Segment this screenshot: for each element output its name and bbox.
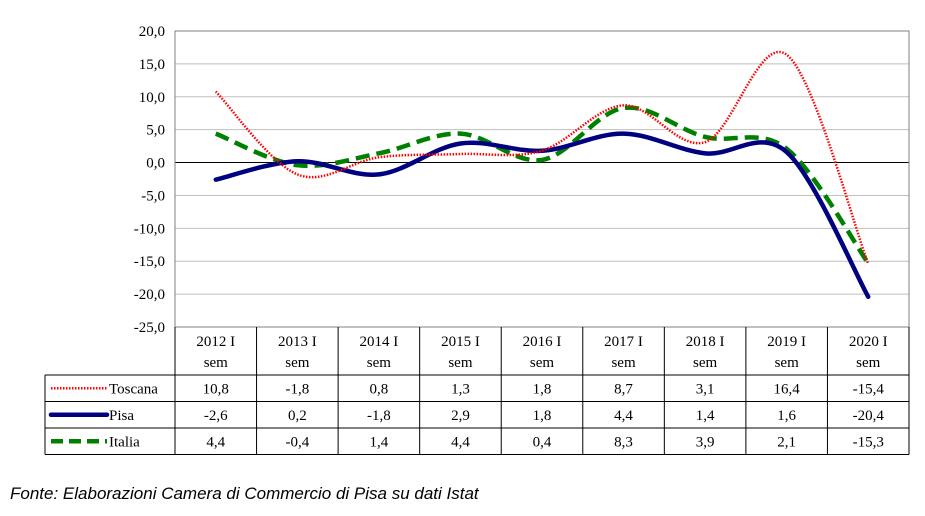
data-label: 0,4: [533, 434, 552, 450]
y-tick-label: -5,0: [141, 188, 165, 204]
x-category-label: sem: [448, 355, 472, 371]
y-tick-label: -10,0: [134, 221, 165, 237]
data-table: 2012 I sem 2013 I sem 2014 I sem 2015 I sem 2016…: [44, 327, 910, 455]
line-chart: 20,0 15,0 10,0 5,0 0,0 -5,0 -10,0 -15,0 -20,0 -25…: [44, 24, 910, 455]
data-label: 10,8: [203, 381, 229, 397]
data-label: -20,4: [853, 408, 885, 424]
y-tick-label: 0,0: [146, 156, 165, 172]
x-category-label: 2016 I: [523, 334, 562, 350]
data-label: -15,3: [853, 434, 884, 450]
data-label: -1,8: [285, 381, 309, 397]
x-category-label: 2018 I: [686, 334, 725, 350]
data-label: 16,4: [774, 381, 801, 397]
x-category-label: sem: [530, 355, 554, 371]
y-tick-label: 5,0: [146, 123, 165, 139]
y-tick-label: 15,0: [139, 57, 165, 73]
x-category-label: sem: [204, 355, 228, 371]
x-category-label: 2014 I: [360, 334, 399, 350]
data-label: -15,4: [853, 381, 885, 397]
data-label: 0,2: [288, 408, 307, 424]
data-label: -0,4: [285, 434, 309, 450]
series-line-toscana: [214, 50, 870, 265]
x-category-label: 2020 I: [849, 334, 888, 350]
legend-label: Italia: [109, 434, 140, 450]
y-tick-label: -20,0: [134, 287, 165, 303]
data-label: 4,4: [614, 408, 633, 424]
legend-label: Pisa: [109, 408, 134, 424]
data-label: 3,9: [696, 434, 715, 450]
y-tick-label: -15,0: [134, 254, 165, 270]
series-line-pisa: [213, 131, 871, 299]
x-category-label: 2012 I: [196, 334, 235, 350]
data-label: 1,3: [451, 381, 470, 397]
data-label: 2,9: [451, 408, 470, 424]
data-label: 0,8: [370, 381, 389, 397]
data-label: 1,4: [696, 408, 715, 424]
y-tick-label: 10,0: [139, 90, 165, 106]
data-label: 1,6: [777, 408, 796, 424]
x-category-label: sem: [367, 355, 391, 371]
x-category-label: 2019 I: [767, 334, 806, 350]
x-category-label: sem: [775, 355, 799, 371]
data-label: -1,8: [367, 408, 391, 424]
series-lines: [213, 50, 871, 299]
grid-lines: [174, 30, 910, 328]
data-label: 1,4: [370, 434, 389, 450]
data-label: 1,8: [533, 381, 552, 397]
x-category-label: 2013 I: [278, 334, 317, 350]
y-tick-label: -25,0: [134, 320, 165, 336]
plot-area-border: [174, 30, 910, 328]
data-label: 8,3: [614, 434, 633, 450]
x-category-label: sem: [856, 355, 880, 371]
data-label: 2,1: [777, 434, 796, 450]
x-category-label: 2015 I: [441, 334, 480, 350]
x-category-label: sem: [693, 355, 717, 371]
y-tick-label: 20,0: [139, 24, 165, 40]
data-label: 4,4: [451, 434, 470, 450]
data-label: -2,6: [204, 408, 228, 424]
x-category-label: 2017 I: [604, 334, 643, 350]
data-label: 1,8: [533, 408, 552, 424]
y-axis: 20,0 15,0 10,0 5,0 0,0 -5,0 -10,0 -15,0 -20,0 -25…: [134, 24, 165, 336]
x-category-label: sem: [611, 355, 635, 371]
data-label: 3,1: [696, 381, 715, 397]
source-note: Fonte: Elaborazioni Camera di Commercio …: [10, 484, 479, 503]
data-label: 8,7: [614, 381, 633, 397]
series-line-italia: [214, 105, 871, 265]
data-label: 4,4: [206, 434, 225, 450]
legend-label: Toscana: [109, 381, 158, 397]
x-category-label: sem: [285, 355, 309, 371]
